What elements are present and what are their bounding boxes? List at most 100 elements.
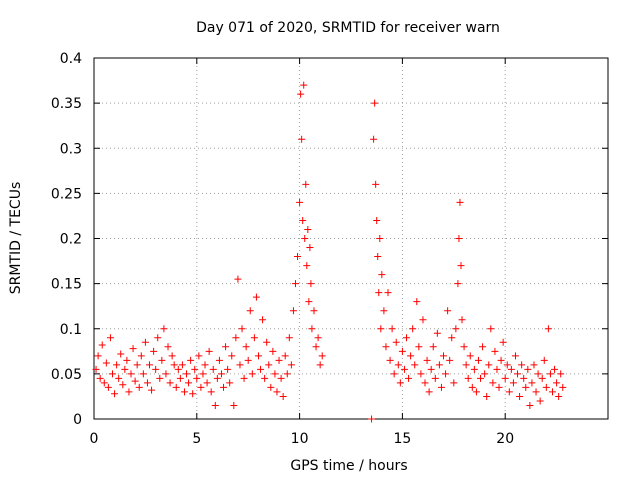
y-tick-label: 0.2	[60, 232, 82, 248]
data-point	[423, 356, 431, 364]
data-point	[491, 347, 499, 355]
data-point	[281, 352, 289, 360]
data-point	[195, 352, 203, 360]
x-tick-label: 10	[291, 431, 309, 447]
data-point	[257, 365, 265, 373]
data-point	[156, 374, 164, 382]
data-point	[553, 379, 561, 387]
data-point	[277, 374, 285, 382]
data-point	[115, 374, 123, 382]
data-point	[148, 386, 156, 394]
data-point	[464, 374, 472, 382]
data-point	[217, 370, 225, 378]
data-point	[220, 383, 228, 391]
data-point	[382, 343, 390, 351]
data-point	[440, 352, 448, 360]
x-axis: 0 5 10 15 20	[90, 58, 514, 447]
data-point	[230, 401, 238, 409]
data-point	[152, 365, 160, 373]
data-point	[271, 370, 279, 378]
data-point	[162, 370, 170, 378]
data-point	[431, 374, 439, 382]
data-point	[158, 356, 166, 364]
y-axis: 0 0.05 0.1 0.15 0.2 0.25 0.3 0.35 0.4	[51, 51, 608, 428]
data-point	[113, 361, 121, 369]
data-point	[377, 325, 385, 333]
data-point	[172, 383, 180, 391]
data-point	[104, 383, 112, 391]
x-tick-label: 0	[90, 431, 99, 447]
y-tick-label: 0.15	[51, 277, 82, 293]
data-point	[275, 356, 283, 364]
data-point	[176, 374, 184, 382]
data-point	[310, 307, 318, 315]
data-point	[532, 388, 540, 396]
data-point	[516, 392, 524, 400]
data-point	[154, 334, 162, 342]
data-point	[146, 361, 154, 369]
data-point	[417, 370, 425, 378]
data-point	[540, 356, 548, 364]
data-point	[170, 361, 178, 369]
data-point	[306, 244, 314, 252]
data-point	[470, 365, 478, 373]
y-tick-label: 0.05	[51, 367, 82, 383]
data-point	[314, 334, 322, 342]
data-point	[446, 356, 454, 364]
data-point	[394, 361, 402, 369]
data-point	[559, 383, 567, 391]
data-point	[487, 325, 495, 333]
x-axis-label: GPS time / hours	[290, 458, 407, 474]
data-point	[477, 374, 485, 382]
data-point	[546, 370, 554, 378]
data-point	[458, 316, 466, 324]
data-point	[106, 334, 114, 342]
data-point	[425, 388, 433, 396]
data-point	[111, 390, 119, 398]
data-point	[450, 379, 458, 387]
data-point	[240, 374, 248, 382]
data-point	[457, 262, 465, 270]
y-tick-label: 0.35	[51, 96, 82, 112]
data-point	[403, 334, 411, 342]
chart-title: Day 071 of 2020, SRMTID for receiver war…	[196, 20, 500, 36]
data-point	[489, 379, 497, 387]
data-point	[273, 388, 281, 396]
data-point	[415, 343, 423, 351]
data-point	[518, 361, 526, 369]
data-point	[368, 415, 376, 423]
data-point	[183, 370, 191, 378]
data-point	[150, 347, 158, 355]
data-point	[252, 293, 260, 301]
data-point	[259, 316, 267, 324]
data-point	[297, 90, 305, 98]
y-tick-label: 0.25	[51, 186, 82, 202]
data-point	[283, 370, 291, 378]
data-point	[94, 352, 102, 360]
data-point	[98, 341, 106, 349]
data-point	[524, 365, 532, 373]
data-point	[479, 343, 487, 351]
data-point	[507, 365, 515, 373]
grid-lines	[94, 58, 608, 419]
data-point	[312, 343, 320, 351]
data-point	[405, 374, 413, 382]
data-point	[222, 343, 230, 351]
data-point	[294, 253, 302, 261]
data-point	[238, 325, 246, 333]
data-point	[201, 361, 209, 369]
data-point	[460, 343, 468, 351]
data-point	[456, 198, 464, 206]
data-point	[485, 361, 493, 369]
data-point	[421, 379, 429, 387]
data-point	[396, 379, 404, 387]
data-point	[209, 365, 217, 373]
data-point	[244, 356, 252, 364]
data-point	[246, 307, 254, 315]
data-point	[555, 392, 563, 400]
data-point	[298, 135, 306, 143]
data-point	[493, 365, 501, 373]
data-point	[538, 374, 546, 382]
data-point	[452, 325, 460, 333]
data-point	[287, 361, 295, 369]
